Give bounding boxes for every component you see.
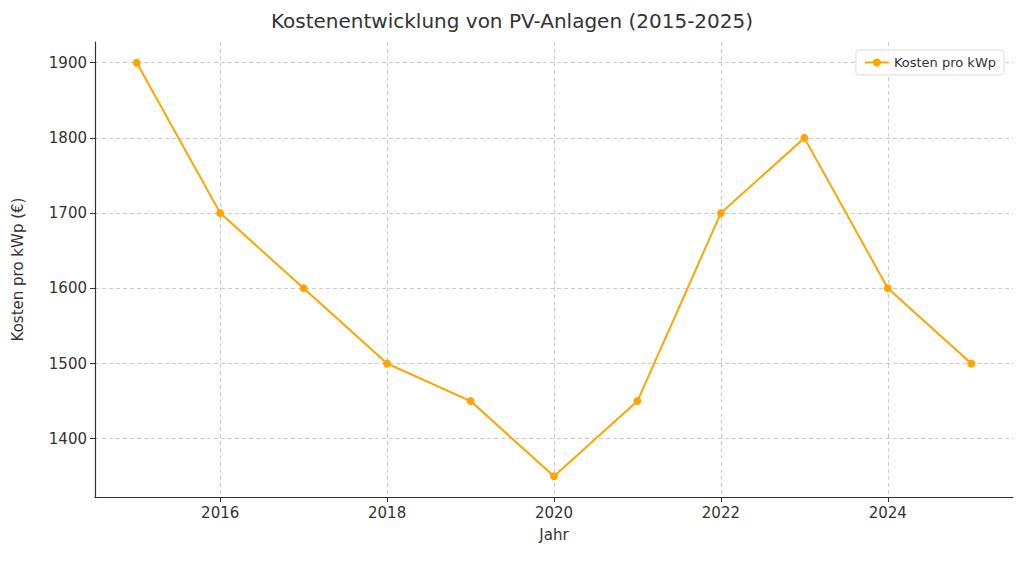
svg-text:1800: 1800	[49, 129, 87, 147]
svg-text:1700: 1700	[49, 204, 87, 222]
svg-text:2020: 2020	[535, 504, 573, 522]
svg-text:Jahr: Jahr	[538, 526, 569, 544]
svg-text:2024: 2024	[869, 504, 907, 522]
svg-text:2018: 2018	[368, 504, 406, 522]
svg-text:1900: 1900	[49, 54, 87, 72]
svg-text:Kostenentwicklung von PV-Anlag: Kostenentwicklung von PV-Anlagen (2015-2…	[271, 9, 753, 33]
svg-text:2022: 2022	[702, 504, 740, 522]
svg-text:2016: 2016	[201, 504, 239, 522]
svg-text:1500: 1500	[49, 355, 87, 373]
svg-text:1400: 1400	[49, 430, 87, 448]
svg-text:Kosten pro kWp (€): Kosten pro kWp (€)	[9, 198, 27, 342]
svg-text:Kosten pro kWp: Kosten pro kWp	[894, 55, 996, 70]
svg-text:1600: 1600	[49, 279, 87, 297]
